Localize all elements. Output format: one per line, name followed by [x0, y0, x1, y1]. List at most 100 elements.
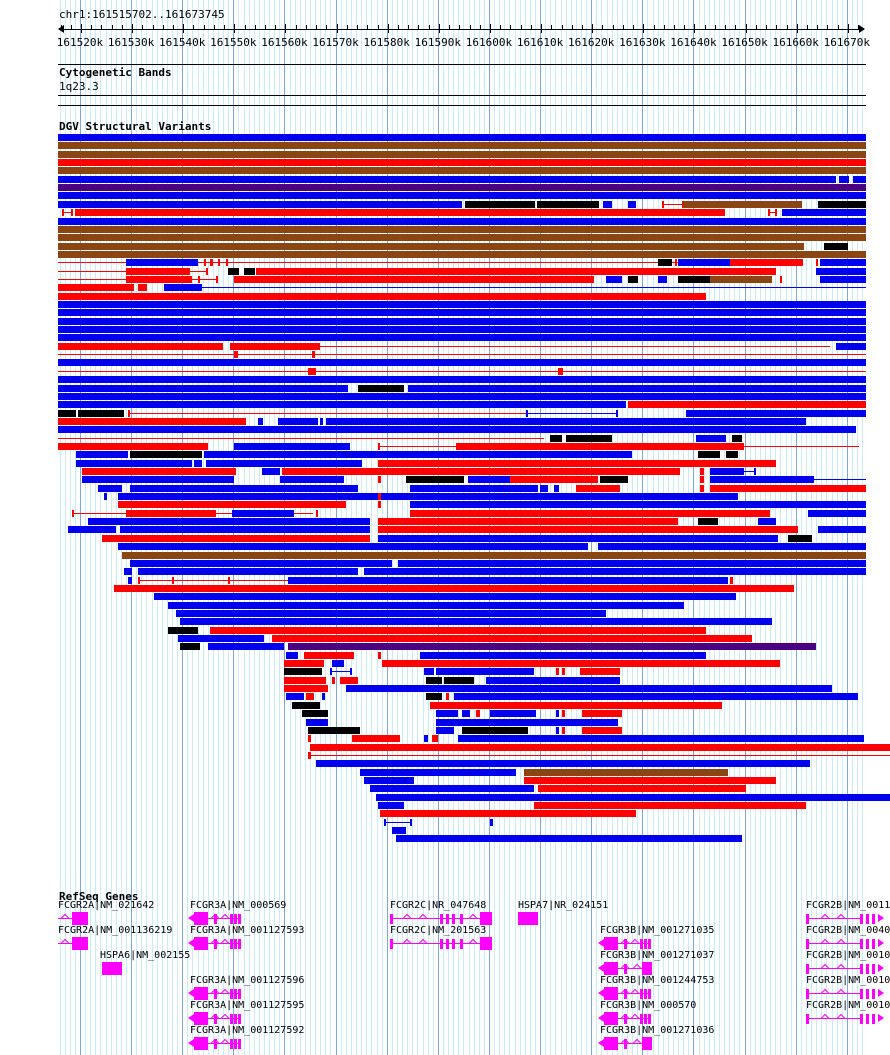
sv-segment[interactable]	[710, 484, 866, 492]
sv-segment[interactable]	[130, 484, 358, 492]
sv-segment[interactable]	[306, 693, 314, 701]
sv-segment[interactable]	[258, 417, 263, 425]
sv-segment[interactable]	[436, 668, 530, 676]
sv-segment[interactable]	[556, 726, 559, 734]
sv-segment[interactable]	[836, 342, 866, 350]
sv-segment[interactable]	[698, 518, 718, 526]
sv-segment[interactable]	[582, 726, 622, 734]
sv-segment[interactable]	[628, 401, 866, 409]
sv-segment[interactable]	[124, 568, 132, 576]
sv-segment[interactable]	[58, 184, 866, 192]
sv-segment[interactable]	[216, 275, 218, 283]
gene-glyph[interactable]	[390, 937, 492, 951]
sv-segment[interactable]	[820, 259, 866, 267]
sv-segment[interactable]	[726, 451, 738, 459]
sv-segment[interactable]	[322, 693, 325, 701]
sv-segment[interactable]	[524, 776, 776, 784]
sv-segment[interactable]	[58, 167, 866, 175]
gene-glyph[interactable]	[806, 1012, 890, 1026]
gene-glyph[interactable]	[188, 1012, 241, 1026]
sv-segment[interactable]	[424, 735, 428, 743]
sv-segment[interactable]	[486, 676, 620, 684]
sv-segment[interactable]	[510, 476, 598, 484]
sv-segment[interactable]	[114, 584, 794, 592]
sv-segment[interactable]	[130, 559, 392, 567]
sv-segment[interactable]	[556, 668, 559, 676]
sv-segment[interactable]	[352, 735, 400, 743]
sv-segment[interactable]	[410, 818, 412, 826]
sv-segment[interactable]	[700, 468, 704, 475]
sv-segment[interactable]	[58, 342, 223, 350]
sv-segment[interactable]	[710, 476, 814, 484]
sv-segment[interactable]	[58, 334, 866, 342]
sv-segment[interactable]	[436, 718, 618, 726]
sv-segment[interactable]	[256, 267, 776, 275]
sv-segment[interactable]	[198, 275, 200, 283]
sv-segment[interactable]	[312, 351, 315, 359]
sv-segment[interactable]	[818, 200, 866, 208]
sv-segment[interactable]	[126, 275, 192, 283]
sv-segment[interactable]	[58, 301, 866, 308]
sv-segment[interactable]	[675, 259, 677, 267]
sv-segment[interactable]	[118, 501, 346, 509]
sv-segment[interactable]	[710, 275, 772, 283]
sv-segment[interactable]	[378, 459, 776, 467]
sv-segment[interactable]	[562, 726, 565, 734]
sv-segment[interactable]	[378, 534, 778, 542]
sv-segment[interactable]	[234, 275, 594, 283]
sv-segment[interactable]	[168, 601, 684, 609]
sv-segment[interactable]	[172, 576, 174, 584]
sv-segment[interactable]	[58, 192, 866, 200]
sv-segment[interactable]	[306, 718, 328, 726]
sv-segment[interactable]	[364, 568, 866, 576]
sv-segment[interactable]	[436, 726, 454, 734]
sv-segment[interactable]	[696, 434, 726, 442]
sv-segment[interactable]	[426, 693, 442, 701]
sv-segment[interactable]	[227, 262, 627, 264]
gene-glyph[interactable]	[806, 912, 890, 926]
sv-segment[interactable]	[408, 384, 866, 392]
sv-segment[interactable]	[598, 543, 866, 551]
sv-segment[interactable]	[82, 468, 236, 475]
sv-segment[interactable]	[228, 267, 239, 275]
sv-segment[interactable]	[204, 451, 632, 459]
sv-segment[interactable]	[658, 259, 672, 267]
sv-segment[interactable]	[194, 459, 202, 467]
sv-segment[interactable]	[129, 412, 529, 414]
sv-segment[interactable]	[556, 710, 559, 718]
gene-glyph[interactable]	[188, 987, 241, 1001]
sv-segment[interactable]	[663, 203, 683, 205]
sv-segment[interactable]	[628, 200, 636, 208]
sv-segment[interactable]	[465, 200, 535, 208]
gene-glyph[interactable]	[598, 987, 651, 1001]
sv-segment[interactable]	[436, 710, 458, 718]
sv-segment[interactable]	[286, 651, 298, 659]
sv-segment[interactable]	[818, 526, 866, 534]
sv-segment[interactable]	[331, 671, 351, 673]
sv-segment[interactable]	[456, 442, 744, 450]
gene-glyph[interactable]	[102, 962, 122, 976]
sv-segment[interactable]	[218, 259, 220, 267]
sv-segment[interactable]	[360, 768, 516, 776]
sv-segment[interactable]	[58, 354, 866, 356]
sv-segment[interactable]	[490, 818, 493, 826]
gene-glyph[interactable]	[390, 912, 492, 926]
sv-segment[interactable]	[210, 626, 706, 634]
sv-segment[interactable]	[138, 568, 358, 576]
gene-glyph[interactable]	[806, 962, 890, 976]
sv-segment[interactable]	[780, 275, 782, 283]
sv-segment[interactable]	[820, 275, 866, 283]
refseq-genes-track[interactable]: FCGR2A|NM_021642 FCGR2A|NM_001136219 HSPA6…	[0, 886, 890, 1055]
sv-segment[interactable]	[126, 259, 198, 267]
sv-segment[interactable]	[180, 618, 772, 626]
sv-segment[interactable]	[58, 200, 462, 208]
sv-segment[interactable]	[58, 426, 856, 434]
sv-segment[interactable]	[228, 576, 230, 584]
sv-segment[interactable]	[202, 287, 866, 289]
sv-segment[interactable]	[58, 376, 866, 384]
sv-segment[interactable]	[78, 409, 124, 417]
sv-segment[interactable]	[378, 526, 798, 534]
sv-segment[interactable]	[775, 209, 777, 217]
sv-segment[interactable]	[58, 159, 866, 167]
sv-segment[interactable]	[282, 468, 680, 475]
